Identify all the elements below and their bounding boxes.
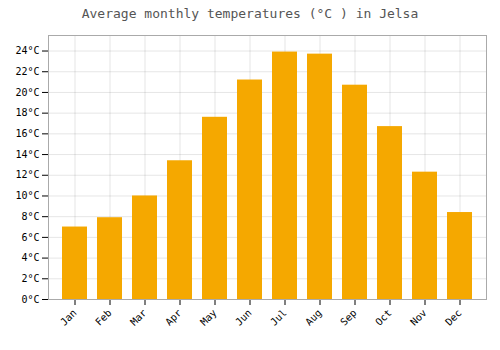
svg-text:Dec: Dec bbox=[443, 307, 464, 328]
svg-text:Feb: Feb bbox=[93, 307, 114, 328]
svg-text:Oct: Oct bbox=[373, 307, 394, 328]
svg-text:18°C: 18°C bbox=[15, 107, 39, 118]
svg-text:Apr: Apr bbox=[163, 307, 184, 328]
svg-text:8°C: 8°C bbox=[21, 211, 39, 222]
svg-text:14°C: 14°C bbox=[15, 149, 39, 160]
svg-text:Mar: Mar bbox=[128, 307, 149, 328]
svg-text:Jul: Jul bbox=[268, 307, 289, 328]
svg-text:Nov: Nov bbox=[408, 307, 429, 328]
svg-text:24°C: 24°C bbox=[15, 45, 39, 56]
svg-text:2°C: 2°C bbox=[21, 273, 39, 284]
svg-text:Jun: Jun bbox=[233, 307, 254, 328]
svg-text:20°C: 20°C bbox=[15, 87, 39, 98]
svg-text:10°C: 10°C bbox=[15, 190, 39, 201]
svg-text:22°C: 22°C bbox=[15, 66, 39, 77]
svg-text:12°C: 12°C bbox=[15, 169, 39, 180]
svg-text:16°C: 16°C bbox=[15, 128, 39, 139]
svg-text:6°C: 6°C bbox=[21, 232, 39, 243]
svg-text:0°C: 0°C bbox=[21, 294, 39, 305]
svg-text:May: May bbox=[198, 307, 219, 328]
html-text:Average monthly temperatures (: Average monthly temperatures (°C ) in Je… bbox=[81, 6, 419, 21]
svg-text:4°C: 4°C bbox=[21, 252, 39, 263]
svg-text:Sep: Sep bbox=[338, 307, 359, 328]
svg-text:Aug: Aug bbox=[303, 307, 324, 328]
svg-text:Jan: Jan bbox=[58, 307, 79, 328]
